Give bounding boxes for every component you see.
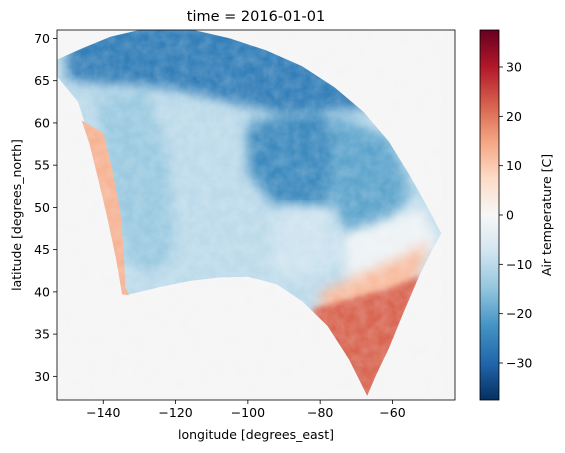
chart-title: time = 2016-01-01 <box>187 9 325 25</box>
y-tick-label: 55 <box>34 158 50 173</box>
colorbar-label: Air temperature [C] <box>539 154 554 276</box>
y-axis-label: latitude [degrees_north] <box>9 139 24 291</box>
colorbar-tick-label: −30 <box>506 356 532 371</box>
plot-frame <box>56 29 456 401</box>
colorbar <box>479 29 500 401</box>
y-tick-label: 70 <box>34 31 50 46</box>
colorbar-tick-label: −20 <box>506 306 532 321</box>
x-axis: −140 −120 −100 −80 −60 <box>86 400 406 420</box>
y-tick-label: 35 <box>34 327 50 342</box>
y-axis: 30 35 40 45 50 55 60 65 70 <box>34 31 57 384</box>
x-tick-label: −80 <box>307 405 333 420</box>
y-tick-label: 45 <box>34 242 50 257</box>
colorbar-tick-label: 20 <box>506 109 522 124</box>
colorbar-tick-label: 30 <box>506 60 522 75</box>
colorbar-tick-label: 10 <box>506 158 522 173</box>
x-tick-label: −120 <box>158 405 192 420</box>
y-tick-label: 50 <box>34 200 50 215</box>
y-tick-label: 40 <box>34 284 50 299</box>
x-axis-label: longitude [degrees_east] <box>178 427 334 442</box>
x-tick-label: −60 <box>379 405 405 420</box>
y-tick-label: 60 <box>34 115 50 130</box>
y-tick-label: 30 <box>34 369 50 384</box>
colorbar-axis: −30 −20 −10 0 10 20 30 <box>499 60 532 371</box>
colorbar-tick-label: −10 <box>506 257 532 272</box>
x-tick-label: −100 <box>231 405 265 420</box>
colorbar-tick-label: 0 <box>506 208 514 223</box>
field-texture <box>57 30 442 396</box>
y-tick-label: 65 <box>34 73 50 88</box>
x-tick-label: −140 <box>86 405 120 420</box>
